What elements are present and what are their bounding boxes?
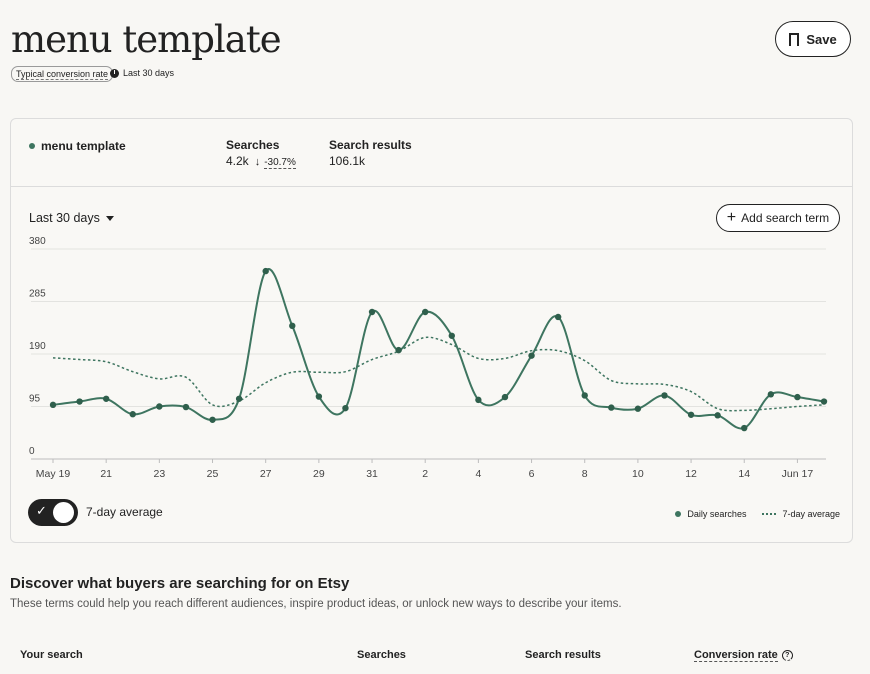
daily-searches-point bbox=[741, 424, 748, 432]
x-tick-label: 10 bbox=[632, 468, 644, 480]
searches-change[interactable]: -30.7% bbox=[264, 157, 296, 169]
clock-icon bbox=[110, 68, 119, 78]
results-label: Search results bbox=[329, 138, 412, 152]
line-chart: 0 95 190 285 380 May 19 21 23 25 27 29 31 2 4 6 8 10 12 14… bbox=[29, 236, 828, 480]
daily-searches-point bbox=[182, 403, 190, 411]
daily-searches-point bbox=[820, 398, 828, 405]
y-tick-label: 285 bbox=[29, 289, 46, 300]
daily-searches-point bbox=[767, 391, 775, 398]
searches-stat: Searches 4.2k ↓ -30.7% bbox=[226, 138, 296, 169]
help-icon[interactable]: ? bbox=[781, 649, 793, 661]
daily-searches-point bbox=[129, 411, 136, 418]
check-icon: ✓ bbox=[36, 503, 47, 518]
x-tick-label: 12 bbox=[685, 468, 697, 480]
results-stat: Search results 106.1k bbox=[329, 138, 412, 168]
x-tick-label: 6 bbox=[529, 468, 535, 480]
daily-searches-point bbox=[475, 396, 482, 404]
conversion-badge[interactable]: Typical conversion rate bbox=[11, 66, 114, 82]
seven-day-average-toggle[interactable]: ✓ bbox=[28, 499, 78, 526]
daily-searches-point bbox=[262, 267, 269, 275]
daily-searches-point bbox=[608, 404, 615, 411]
daily-searches-point bbox=[315, 393, 323, 400]
y-tick-label: 0 bbox=[29, 446, 35, 457]
x-tick-label: Jun 17 bbox=[782, 468, 814, 480]
x-tick-label: 2 bbox=[422, 468, 428, 480]
daily-searches-point bbox=[289, 322, 296, 330]
period-indicator: Last 30 days bbox=[110, 66, 174, 80]
search-term: menu template bbox=[29, 139, 126, 153]
toggle-knob bbox=[53, 502, 74, 523]
conversion-rate-label: Conversion rate bbox=[694, 649, 778, 662]
x-tick-label: 29 bbox=[313, 468, 325, 480]
date-range-label: Last 30 days bbox=[29, 211, 100, 225]
arrow-down-icon: ↓ bbox=[254, 156, 261, 168]
period-label: Last 30 days bbox=[123, 68, 175, 78]
daily-searches-point bbox=[102, 395, 110, 402]
chart-legend: Daily searches 7-day average bbox=[675, 509, 840, 519]
y-tick-label: 190 bbox=[29, 341, 46, 352]
y-tick-label: 380 bbox=[29, 236, 46, 247]
column-header-conversion-rate[interactable]: Conversion rate? bbox=[694, 649, 793, 662]
add-search-term-label: Add search term bbox=[741, 211, 830, 225]
x-tick-label: 27 bbox=[260, 468, 272, 480]
card-header: menu template Searches 4.2k ↓ -30.7% Searc… bbox=[11, 119, 852, 187]
daily-searches-point bbox=[209, 416, 216, 423]
daily-searches-point bbox=[49, 401, 57, 409]
series-dot-icon bbox=[29, 143, 35, 149]
daily-searches-point bbox=[661, 392, 668, 399]
daily-searches-point bbox=[634, 405, 642, 412]
x-tick-label: May 19 bbox=[36, 468, 71, 480]
daily-searches-line bbox=[52, 268, 825, 430]
discover-section-subtitle: These terms could help you reach differe… bbox=[10, 598, 622, 610]
searches-label: Searches bbox=[226, 138, 280, 152]
add-search-term-button[interactable]: + Add search term bbox=[716, 204, 840, 232]
x-tick-label: 4 bbox=[475, 468, 481, 480]
search-term-label: menu template bbox=[41, 139, 126, 153]
daily-searches-point bbox=[76, 398, 83, 405]
save-button[interactable]: Save bbox=[775, 21, 851, 57]
daily-searches-point bbox=[581, 392, 588, 399]
daily-searches-point bbox=[448, 332, 455, 339]
date-range-dropdown[interactable]: Last 30 days bbox=[29, 211, 114, 225]
daily-searches-point bbox=[422, 308, 429, 316]
daily-searches-point bbox=[714, 412, 721, 419]
discover-section-title: Discover what buyers are searching for o… bbox=[10, 575, 350, 592]
daily-searches-point bbox=[156, 403, 163, 410]
x-tick-label: 25 bbox=[207, 468, 219, 480]
column-header-your-search: Your search bbox=[20, 649, 83, 661]
daily-searches-point bbox=[368, 308, 376, 316]
column-header-searches[interactable]: Searches bbox=[357, 649, 406, 661]
toggle-label: 7-day average bbox=[86, 505, 163, 519]
daily-searches-point bbox=[554, 313, 562, 321]
caret-down-icon bbox=[105, 215, 114, 221]
legend-seven-day-average: 7-day average bbox=[782, 509, 840, 519]
x-tick-label: 14 bbox=[738, 468, 750, 480]
page-title: menu template bbox=[11, 18, 282, 61]
bookmark-icon bbox=[789, 32, 800, 50]
x-tick-label: 21 bbox=[100, 468, 112, 480]
results-value: 106.1k bbox=[329, 154, 366, 168]
trend-card: menu template Searches 4.2k ↓ -30.7% Searc… bbox=[10, 118, 853, 543]
daily-searches-point bbox=[501, 393, 509, 401]
daily-searches-point bbox=[687, 411, 695, 418]
seven-day-average-legend-icon bbox=[762, 513, 777, 515]
daily-searches-point bbox=[395, 346, 402, 354]
x-tick-label: 8 bbox=[582, 468, 588, 480]
seven-day-average-line bbox=[52, 336, 825, 412]
badge-label: Typical conversion rate bbox=[16, 69, 109, 80]
x-tick-label: 23 bbox=[154, 468, 166, 480]
column-header-search-results[interactable]: Search results bbox=[525, 649, 601, 661]
daily-searches-point bbox=[342, 404, 349, 412]
x-tick-label: 31 bbox=[366, 468, 378, 480]
daily-searches-point bbox=[235, 395, 243, 402]
daily-searches-legend-icon bbox=[675, 511, 682, 517]
legend-daily-searches: Daily searches bbox=[687, 509, 747, 519]
plus-icon: + bbox=[726, 209, 737, 226]
save-label: Save bbox=[806, 31, 837, 47]
daily-searches-point bbox=[528, 352, 535, 359]
daily-searches-point bbox=[794, 393, 801, 401]
searches-value: 4.2k bbox=[226, 154, 249, 168]
y-tick-label: 95 bbox=[29, 394, 41, 405]
